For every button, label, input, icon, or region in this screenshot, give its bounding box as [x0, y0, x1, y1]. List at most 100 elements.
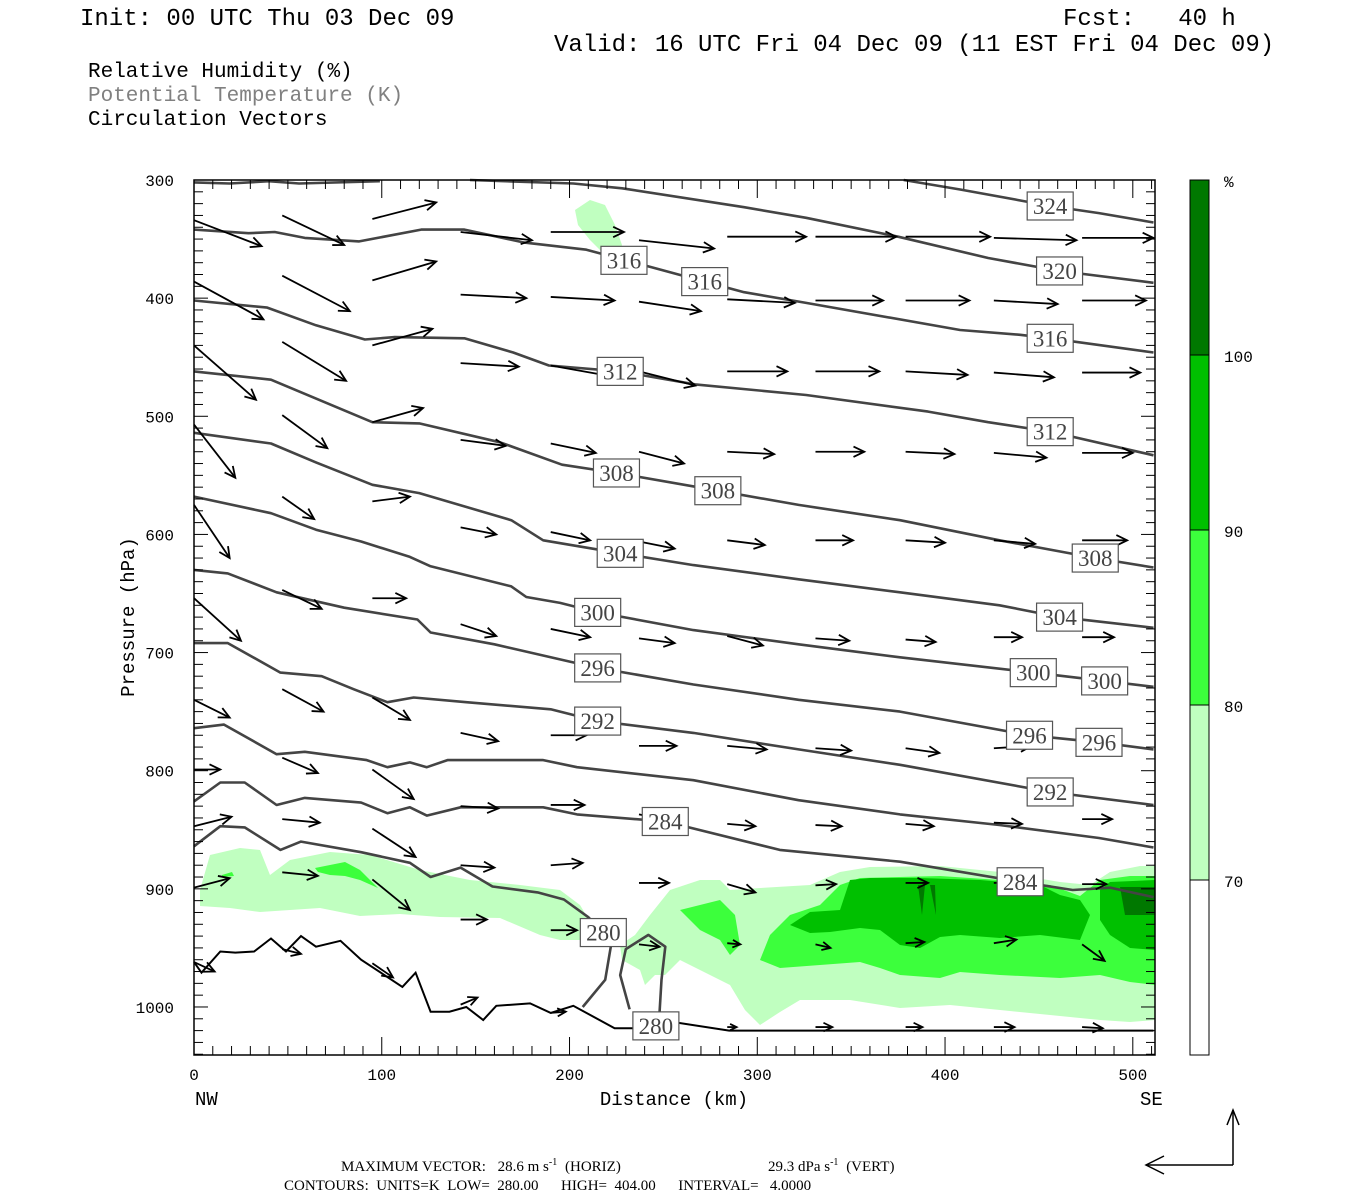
vector-shaft [905, 370, 968, 376]
vector-arrow [550, 225, 627, 239]
vector-shaft [193, 877, 230, 889]
vector-shaft [372, 327, 433, 347]
contour-label-text: 280 [639, 1014, 674, 1039]
axis-ticks [193, 179, 1155, 1055]
contour-label: 296 [1075, 727, 1123, 757]
x-tick-labels: 0 100 200 300 400 500 [189, 1067, 1147, 1085]
vector-arrow [371, 768, 416, 801]
contour-label-box [1035, 602, 1084, 632]
vector-shaft [460, 732, 499, 743]
contour-label: 324 [1026, 191, 1074, 221]
vector-head [514, 291, 529, 304]
y-axis-label: Pressure (hPa) [118, 537, 140, 697]
vector-head [683, 377, 698, 389]
y-tick-label: 1000 [136, 1000, 174, 1018]
vector-arrow [815, 294, 886, 307]
x-tick-label: 100 [367, 1067, 396, 1085]
valid-time: Valid: 16 UTC Fri 04 Dec 09 (11 EST Fri … [554, 32, 1274, 59]
vector-head [394, 592, 409, 605]
vector-arrow [460, 732, 501, 745]
right-end-label: SE [1140, 1089, 1163, 1111]
vector-arrow [371, 962, 395, 979]
vector-shaft [193, 219, 262, 247]
vector-arrow [993, 935, 1019, 948]
vector-arrow [638, 540, 677, 553]
vector-arrow [460, 438, 508, 451]
vector-shaft [638, 943, 660, 948]
vector-head [311, 701, 326, 713]
vector-head [1092, 949, 1107, 963]
vector-head [776, 365, 790, 378]
rh-region-2 [222, 872, 234, 877]
vector-arrow [372, 592, 409, 605]
contour-label-box [574, 706, 622, 736]
vector-head [913, 1021, 925, 1033]
vector-arrow [193, 219, 264, 249]
y-tick-label: 400 [145, 291, 174, 309]
vector-arrow [550, 924, 580, 937]
contour-label-text: 304 [603, 541, 638, 566]
vector-arrow [905, 447, 957, 460]
contour-label-text: 292 [1033, 780, 1068, 805]
theta-contour-316 [193, 228, 1154, 354]
vector-arrow [193, 875, 232, 889]
vector-head [1095, 878, 1109, 891]
theta-contour-288 [193, 723, 1154, 849]
y-tick-label: 900 [145, 882, 174, 900]
vector-head [565, 924, 580, 937]
vector-arrow [282, 868, 320, 881]
vector-shaft [460, 996, 478, 1006]
max-vert-text: 29.3 dPa s-1 (VERT) [768, 1153, 894, 1175]
max-vector-text: MAXIMUM VECTOR: 28.6 m s-1 (HORIZ) [341, 1153, 621, 1175]
contour-label-text: 316 [687, 270, 722, 295]
vector-arrow [638, 450, 687, 467]
vector-shaft [993, 821, 1023, 825]
vector-head [662, 635, 677, 648]
vector-arrow [193, 504, 231, 560]
vector-arrow [1081, 943, 1107, 963]
vector-arrow [193, 597, 243, 643]
vector-arrow [905, 536, 948, 549]
contour-label: 296 [574, 653, 622, 683]
vector-shaft [638, 300, 702, 313]
vector-shaft [193, 504, 231, 559]
vector-arrow [993, 1021, 1017, 1033]
contour-label-text: 292 [580, 709, 615, 734]
vector-head [702, 241, 717, 254]
legend-theta: Potential Temperature (K) [88, 85, 403, 108]
vector-head [424, 199, 439, 211]
vector-arrow [638, 239, 717, 254]
vector-arrow [905, 230, 993, 243]
vector-head [217, 707, 232, 719]
vector-head [821, 941, 833, 951]
vector-shaft [550, 296, 615, 302]
vector-arrow [281, 688, 326, 713]
vector-head [573, 798, 587, 811]
vector-shaft [993, 299, 1058, 305]
vector-shaft [193, 699, 231, 719]
vector-shaft [460, 439, 506, 447]
vector-shaft [727, 635, 764, 647]
vector-arrow [550, 798, 587, 811]
contour-label: 280 [632, 1011, 680, 1041]
vector-head [290, 946, 304, 957]
terrain-line [193, 934, 1154, 1032]
vector-head [927, 745, 942, 758]
vector-head [1065, 233, 1079, 246]
contour-label-box [681, 267, 729, 297]
vector-head [1102, 631, 1117, 644]
contour-label-box [574, 597, 622, 627]
vector-arrow [727, 939, 743, 949]
contour-label-box [596, 356, 644, 386]
vector-head [689, 303, 703, 316]
vector-head [665, 739, 679, 752]
vector-arrow [727, 365, 790, 378]
vector-arrow [281, 756, 320, 775]
vector-shaft [281, 341, 347, 382]
vector-head [251, 309, 266, 321]
contour-label-text: 296 [1082, 730, 1117, 755]
vector-arrow [993, 536, 1038, 549]
colorbar-level-label: 70 [1224, 874, 1243, 892]
contour-label-box [1026, 417, 1074, 447]
